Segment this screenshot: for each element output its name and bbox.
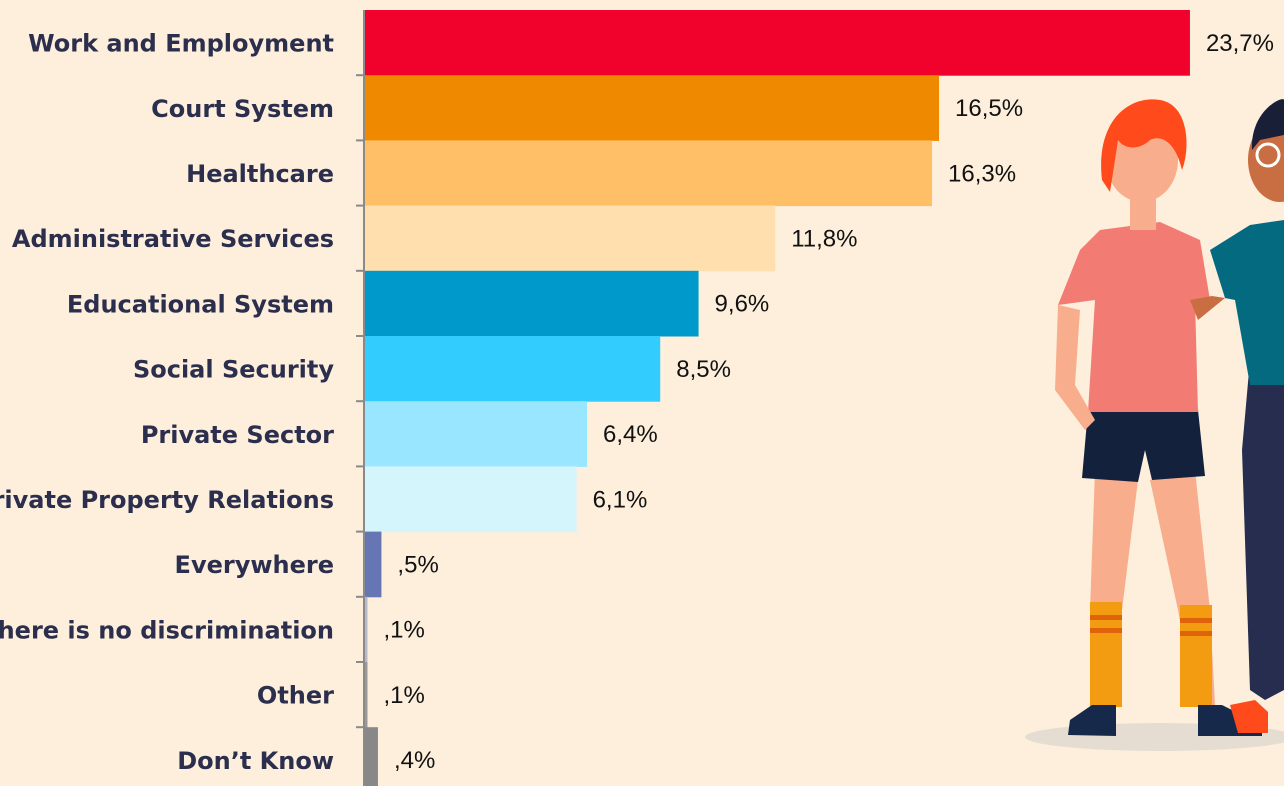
bar — [364, 401, 588, 467]
category-label: Other — [257, 682, 334, 710]
category-label: Healthcare — [186, 160, 334, 188]
value-label: ,5% — [397, 552, 438, 579]
category-label: Educational System — [67, 290, 334, 318]
value-label: 16,3% — [948, 160, 1016, 187]
value-label: 16,5% — [955, 95, 1023, 122]
bar — [364, 270, 699, 337]
category-label: There is no discrimination — [0, 616, 334, 644]
bar — [364, 727, 378, 786]
bar — [364, 531, 382, 598]
value-label: 9,6% — [715, 291, 770, 318]
category-label: Social Security — [133, 356, 334, 384]
category-label: Administrative Services — [12, 225, 334, 253]
bar — [364, 466, 577, 533]
category-label: Work and Employment — [28, 30, 334, 58]
value-label: 11,8% — [791, 226, 857, 253]
plot-area: Work and Employment 23,7% Court System 16,5… — [0, 10, 1274, 786]
value-label: ,1% — [383, 617, 424, 644]
category-label: Court System — [151, 95, 334, 123]
category-label: Everywhere — [175, 551, 334, 579]
category-label: Private Property Relations — [0, 486, 334, 514]
value-label: ,4% — [394, 747, 435, 774]
bar — [364, 205, 776, 272]
value-label: 6,4% — [603, 421, 658, 448]
bar — [364, 10, 1190, 76]
value-label: 8,5% — [676, 356, 731, 383]
bar — [364, 336, 661, 402]
bar — [364, 75, 940, 141]
bar — [364, 596, 368, 663]
value-label: 6,1% — [593, 486, 648, 513]
category-label: Don’t Know — [177, 747, 334, 775]
category-label: Private Sector — [141, 421, 334, 449]
value-label: 23,7% — [1206, 30, 1274, 57]
value-label: ,1% — [383, 682, 424, 709]
bar — [364, 662, 368, 728]
illustration — [1025, 99, 1284, 751]
bar — [364, 140, 933, 207]
